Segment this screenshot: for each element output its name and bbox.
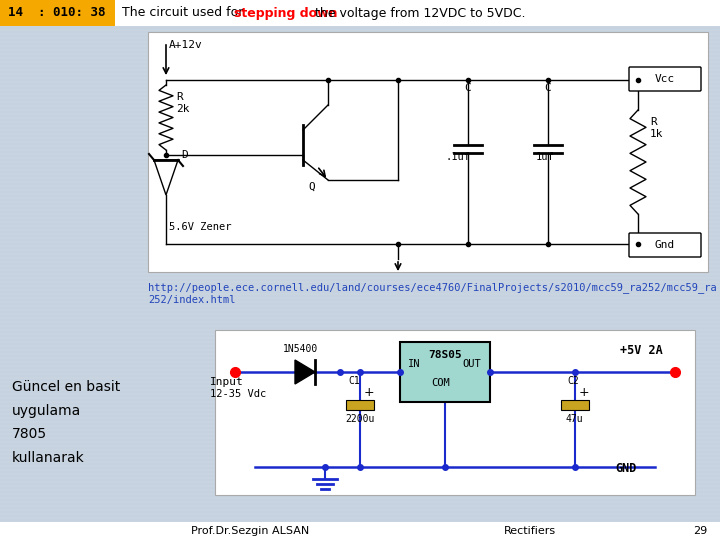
Text: C: C [544, 83, 552, 93]
Text: +5V 2A: +5V 2A [620, 344, 662, 357]
Polygon shape [154, 160, 178, 195]
Text: 12-35 Vdc: 12-35 Vdc [210, 389, 266, 399]
Text: D: D [181, 150, 188, 160]
Text: Güncel en basit
uygulama
7805
kullanarak: Güncel en basit uygulama 7805 kullanarak [12, 380, 120, 465]
Bar [0, 522, 720, 540]
Text: C: C [464, 83, 472, 93]
Text: OUT: OUT [462, 359, 481, 369]
Text: R: R [176, 92, 183, 102]
Text: IN: IN [408, 359, 420, 369]
Bar [215, 330, 695, 495]
Text: Prof.Dr.Sezgin ALSAN: Prof.Dr.Sezgin ALSAN [191, 526, 309, 536]
Text: GND: GND [615, 462, 636, 475]
Polygon shape [295, 360, 315, 384]
Text: +: + [364, 386, 374, 399]
Text: 78S05: 78S05 [428, 350, 462, 360]
Bar [148, 32, 708, 272]
Bar [0, 0, 115, 26]
Text: Vcc: Vcc [655, 74, 675, 84]
Text: 47u: 47u [565, 414, 582, 424]
Bar [561, 400, 589, 410]
Text: 1uf: 1uf [536, 152, 554, 162]
Text: .1uf: .1uf [446, 152, 471, 162]
Text: 2k: 2k [176, 104, 189, 114]
Text: 5.6V Zener: 5.6V Zener [169, 222, 232, 232]
Bar [346, 400, 374, 410]
Text: COM: COM [431, 378, 450, 388]
Text: Q: Q [308, 182, 315, 192]
Text: Input: Input [210, 377, 244, 387]
Text: Gnd: Gnd [655, 240, 675, 250]
Text: 14  : 010: 38: 14 : 010: 38 [8, 6, 106, 19]
Text: http://people.ece.cornell.edu/land/courses/ece4760/FinalProjects/s2010/mcc59_ra2: http://people.ece.cornell.edu/land/cours… [148, 282, 716, 305]
Text: the voltage from 12VDC to 5VDC.: the voltage from 12VDC to 5VDC. [311, 6, 526, 19]
Text: 1k: 1k [650, 129, 664, 139]
Text: +: + [579, 386, 590, 399]
Text: A+12v: A+12v [169, 40, 203, 50]
Text: C2: C2 [567, 376, 579, 386]
FancyBboxPatch shape [629, 67, 701, 91]
Text: stepping down: stepping down [234, 6, 338, 19]
Text: 1N5400: 1N5400 [283, 344, 318, 354]
Text: Rectifiers: Rectifiers [504, 526, 556, 536]
Text: R: R [650, 117, 657, 127]
Text: C1: C1 [348, 376, 360, 386]
Bar [400, 342, 490, 402]
Text: The circuit used for: The circuit used for [122, 6, 248, 19]
Bar [115, 0, 720, 26]
Text: 29: 29 [693, 526, 707, 536]
FancyBboxPatch shape [629, 233, 701, 257]
Text: 2200u: 2200u [345, 414, 374, 424]
